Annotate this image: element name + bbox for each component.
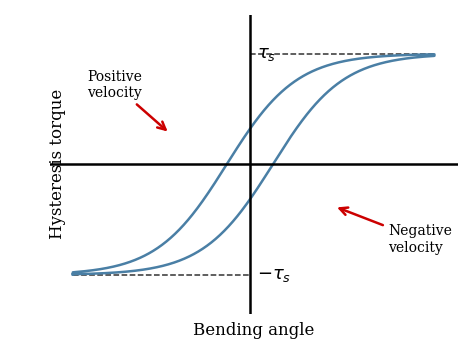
Text: Positive
velocity: Positive velocity [87,70,165,130]
Text: Negative
velocity: Negative velocity [339,207,452,255]
Text: $\tau_s$: $\tau_s$ [257,45,277,63]
Text: Hysteresis torque: Hysteresis torque [49,89,66,239]
Text: $-\tau_s$: $-\tau_s$ [257,266,292,284]
X-axis label: Bending angle: Bending angle [193,322,314,339]
